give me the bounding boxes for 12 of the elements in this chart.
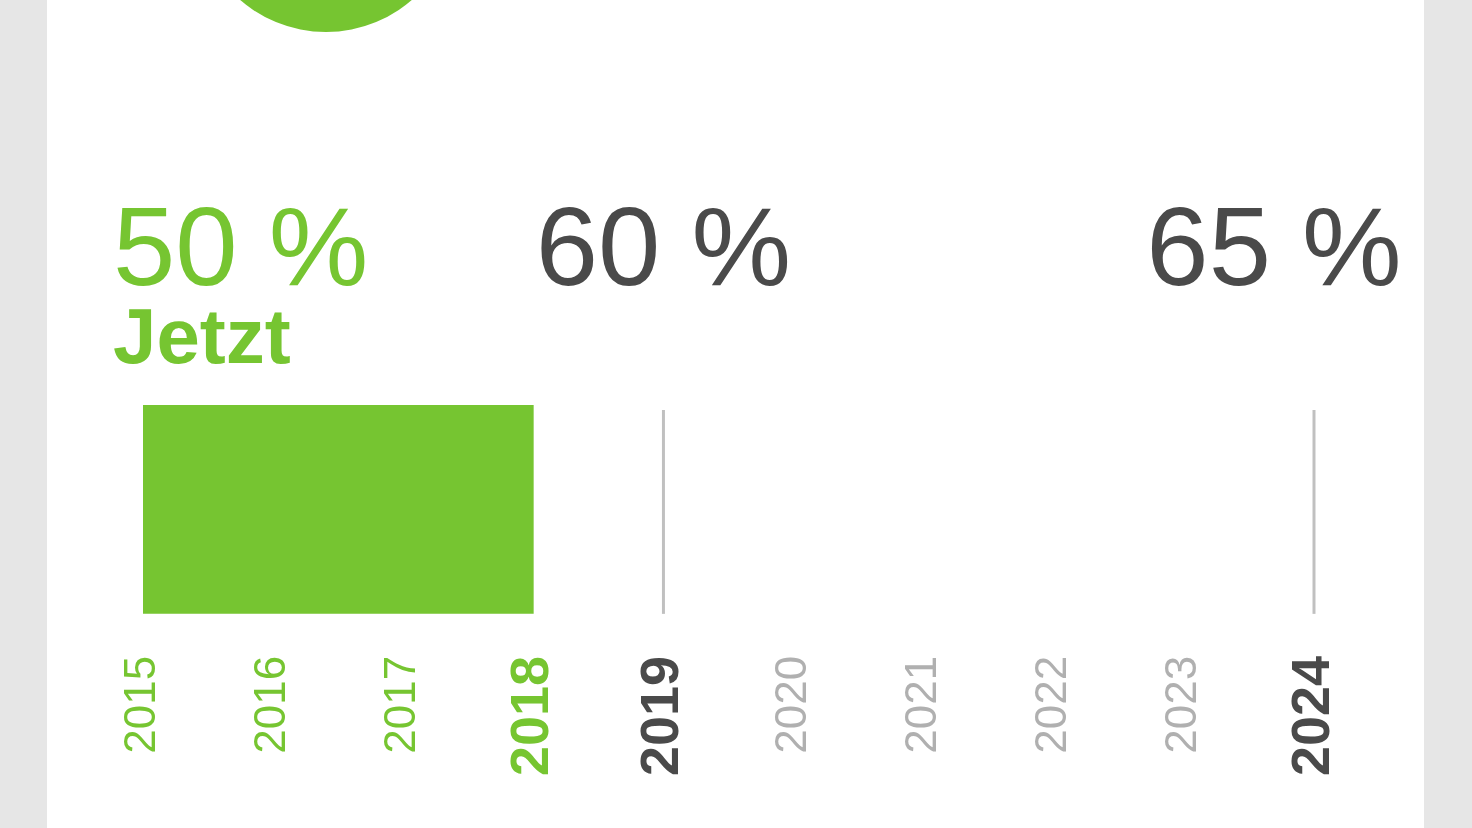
x-tick-label: 2020 [765, 655, 815, 754]
x-tick-label: 2022 [1025, 655, 1075, 754]
x-tick-label: 2017 [375, 655, 425, 754]
x-tick-label: 2021 [895, 655, 945, 754]
x-tick-label: 2023 [1156, 655, 1206, 754]
x-tick-label: 2018 [499, 655, 560, 777]
x-tick-label: 2015 [115, 655, 165, 754]
x-tick-label: 2016 [245, 655, 295, 754]
x-tick-label: 2019 [629, 655, 690, 777]
text: 65 % [1146, 184, 1402, 309]
x-tick-label: 2024 [1279, 655, 1340, 777]
text: 60 % [535, 184, 792, 309]
